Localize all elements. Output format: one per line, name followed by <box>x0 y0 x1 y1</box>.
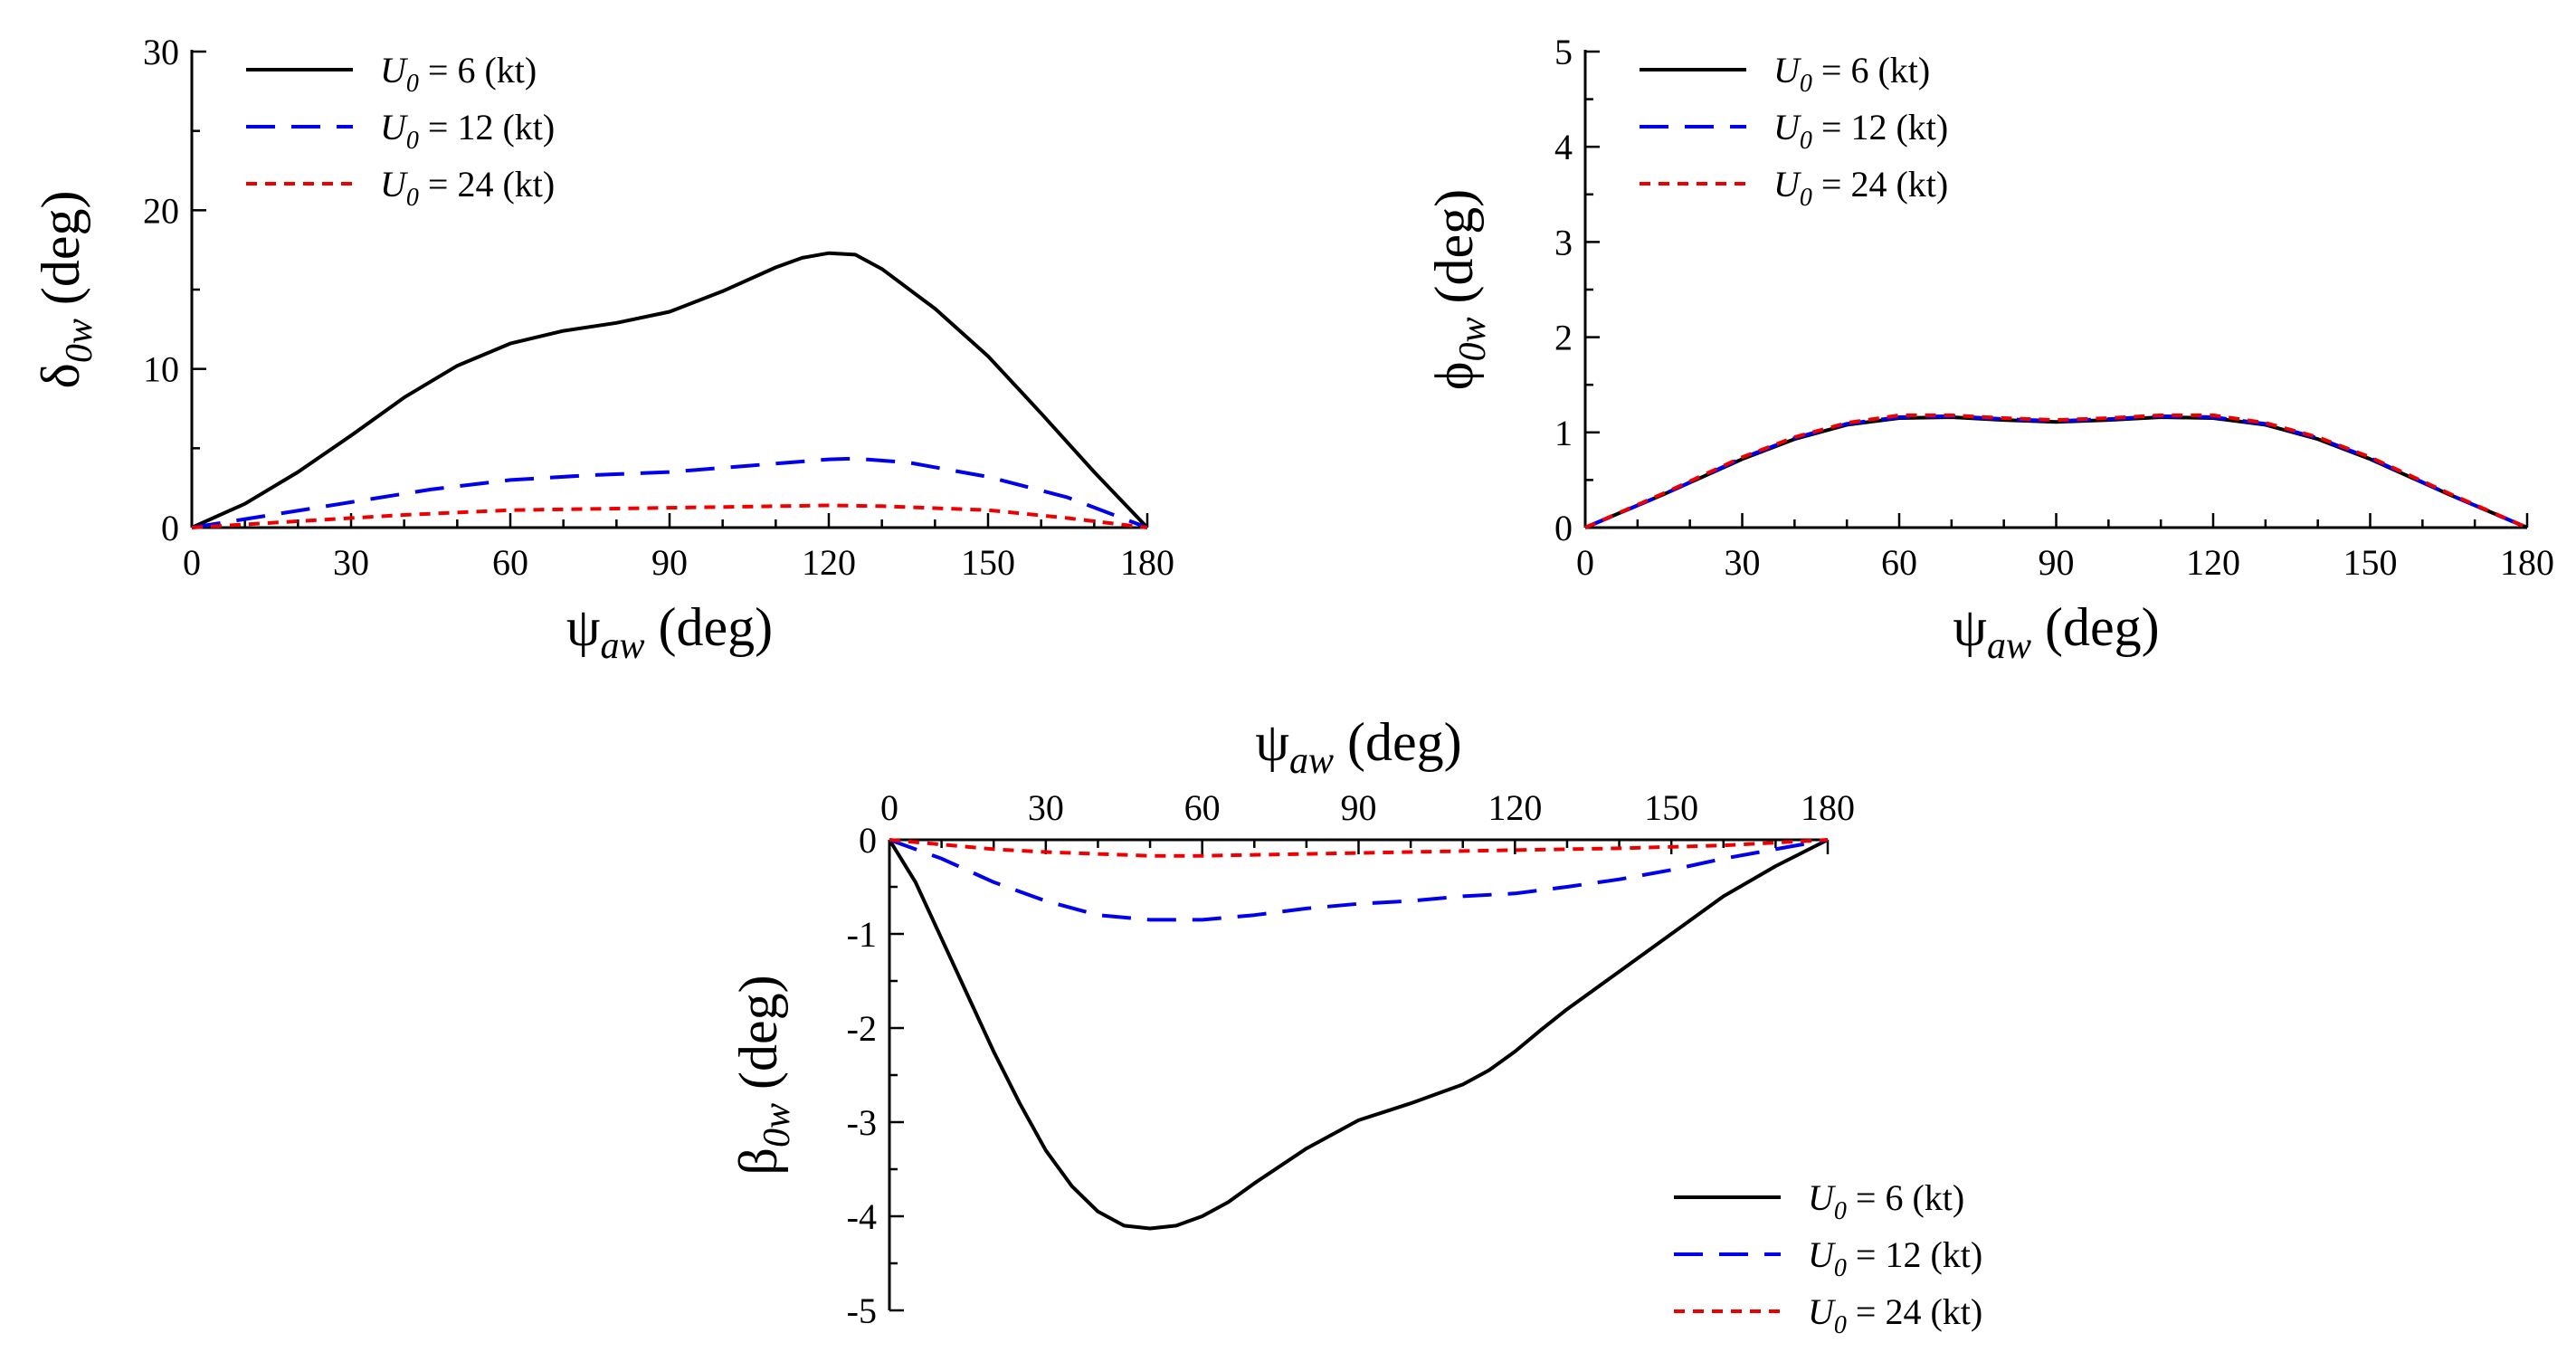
y-tick-label: 5 <box>1554 32 1573 72</box>
phi-chart: 0 30 60 90 120 150 180 0 1 2 3 4 5 ψaw (deg) ϕ0w (deg)… <box>1424 32 2554 667</box>
x-tick-label: 30 <box>1725 542 1761 583</box>
legend-label: U0 = 24 (kt) <box>1808 1291 1982 1339</box>
y-axis-label: β0w (deg) <box>728 975 798 1175</box>
x-tick-label: 120 <box>1488 787 1542 828</box>
x-axis-label: ψaw (deg) <box>566 597 773 667</box>
legend-label: U0 = 24 (kt) <box>380 164 555 212</box>
y-tick-label: -2 <box>847 1008 877 1049</box>
series-line-dotted <box>889 838 1829 858</box>
legend-label: U0 = 12 (kt) <box>1808 1234 1982 1282</box>
y-tick-label: 2 <box>1554 318 1573 358</box>
x-tick-label: 180 <box>1120 542 1174 583</box>
x-tick-label: 180 <box>2500 542 2554 583</box>
x-tick-label: 60 <box>492 542 528 583</box>
series-line-dotted <box>1584 413 2528 529</box>
y-tick-label: 30 <box>143 32 179 72</box>
series-line-solid <box>888 838 1829 1231</box>
x-tick-label: 90 <box>2039 542 2075 583</box>
x-tick-label: 30 <box>1028 787 1064 828</box>
x-tick-label: 0 <box>880 787 898 828</box>
y-axis-label: δ0w (deg) <box>31 191 100 389</box>
y-tick-label: 10 <box>143 349 179 390</box>
x-tick-label: 30 <box>333 542 369 583</box>
x-tick-label: 180 <box>1801 787 1855 828</box>
series-line-dashed <box>191 456 1148 529</box>
legend-label: U0 = 6 (kt) <box>380 50 537 98</box>
legend-label: U0 = 6 (kt) <box>1773 50 1930 98</box>
series-line-solid <box>191 251 1149 529</box>
x-tick-label: 60 <box>1184 787 1221 828</box>
x-tick-label: 120 <box>802 542 856 583</box>
x-axis-label: ψaw (deg) <box>1953 597 2159 667</box>
x-tick-label: 150 <box>1644 787 1698 828</box>
x-tick-label: 90 <box>651 542 688 583</box>
series-line-dotted <box>191 503 1148 529</box>
y-tick-label: -1 <box>847 914 877 955</box>
x-tick-label: 60 <box>1881 542 1917 583</box>
x-tick-label: 120 <box>2186 542 2240 583</box>
y-tick-label: 0 <box>859 820 877 861</box>
y-tick-label: -4 <box>847 1196 877 1237</box>
series-line-solid <box>1584 415 2528 529</box>
delta-chart: 0 30 60 90 120 150 180 0 10 20 30 ψaw (deg) δ0w (deg… <box>31 32 1174 667</box>
y-tick-label: 0 <box>161 508 179 548</box>
y-tick-label: -5 <box>847 1290 877 1331</box>
series-line-dashed <box>1584 414 2528 529</box>
beta-chart: 0 30 60 90 120 150 180 0 -1 -2 -3 -4 -5 ψaw (deg) β0w … <box>728 712 1982 1339</box>
legend-label: U0 = 6 (kt) <box>1808 1177 1964 1225</box>
legend-label: U0 = 24 (kt) <box>1773 164 1948 212</box>
y-tick-label: 0 <box>1554 508 1573 548</box>
x-axis-label: ψaw (deg) <box>1255 712 1461 782</box>
x-tick-label: 150 <box>961 542 1015 583</box>
y-tick-label: 20 <box>143 190 179 231</box>
x-tick-label: 0 <box>1576 542 1594 583</box>
legend-label: U0 = 12 (kt) <box>1773 107 1948 155</box>
y-tick-label: -3 <box>847 1102 877 1143</box>
x-tick-label: 0 <box>183 542 201 583</box>
y-tick-label: 1 <box>1554 413 1573 453</box>
y-tick-label: 4 <box>1554 127 1573 167</box>
legend-label: U0 = 12 (kt) <box>380 107 555 155</box>
x-tick-label: 150 <box>2343 542 2398 583</box>
x-tick-label: 90 <box>1341 787 1377 828</box>
y-axis-label: ϕ0w (deg) <box>1424 189 1494 390</box>
y-tick-label: 3 <box>1554 222 1573 262</box>
